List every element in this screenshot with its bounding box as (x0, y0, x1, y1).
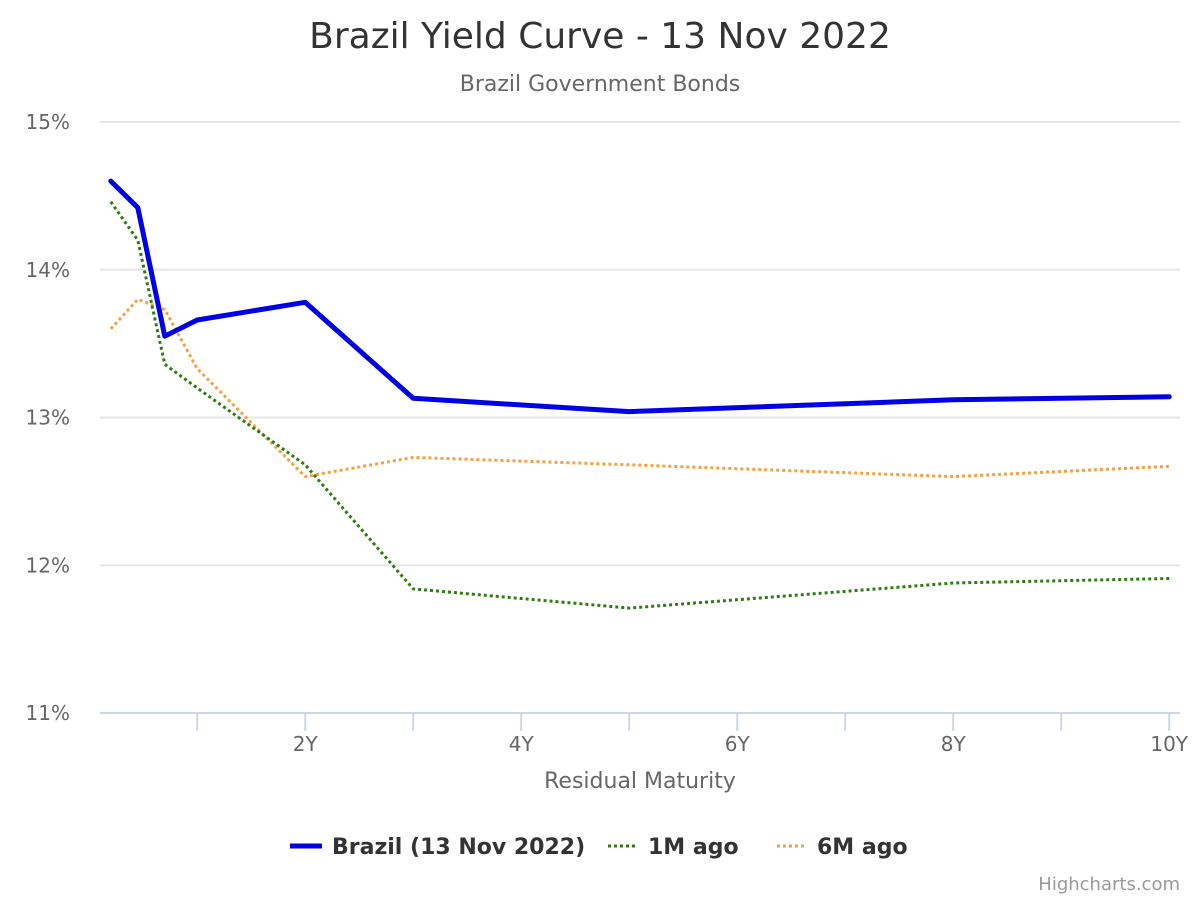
x-tick-label: 4Y (509, 732, 535, 756)
series-lines (108, 178, 1172, 610)
y-tick-label: 15% (26, 110, 70, 134)
legend-label: 6M ago (817, 835, 908, 860)
credits-link[interactable]: Highcharts.com (1038, 874, 1180, 895)
y-tick-label: 14% (26, 258, 70, 282)
x-tick-label: 2Y (293, 732, 319, 756)
x-tick-label: 8Y (941, 732, 967, 756)
chart-subtitle: Brazil Government Bonds (460, 72, 741, 97)
legend-item-0[interactable]: Brazil (13 Nov 2022) (290, 835, 585, 860)
y-tick-label: 11% (26, 701, 70, 725)
series-line-2[interactable] (109, 297, 1170, 479)
y-tick-label: 12% (26, 553, 70, 577)
x-tick-label: 10Y (1150, 732, 1188, 756)
legend-label: Brazil (13 Nov 2022) (332, 835, 585, 860)
y-tick-label: 13% (26, 406, 70, 430)
chart-title: Brazil Yield Curve - 13 Nov 2022 (309, 16, 891, 57)
series-line-1[interactable] (109, 200, 1170, 610)
legend-item-2[interactable]: 6M ago (777, 835, 908, 860)
x-axis (100, 712, 1180, 731)
legend: Brazil (13 Nov 2022) 1M ago 6M ago (290, 835, 908, 860)
x-axis-title: Residual Maturity (544, 769, 736, 794)
x-axis-labels: 2Y 4Y 6Y 8Y 10Y (293, 732, 1189, 756)
grid-lines (100, 121, 1180, 567)
legend-item-1[interactable]: 1M ago (608, 835, 739, 860)
legend-label: 1M ago (648, 835, 739, 860)
y-axis-labels: 11% 12% 13% 14% 15% (26, 110, 70, 725)
series-line-0[interactable] (108, 178, 1172, 415)
x-tick-label: 6Y (725, 732, 751, 756)
